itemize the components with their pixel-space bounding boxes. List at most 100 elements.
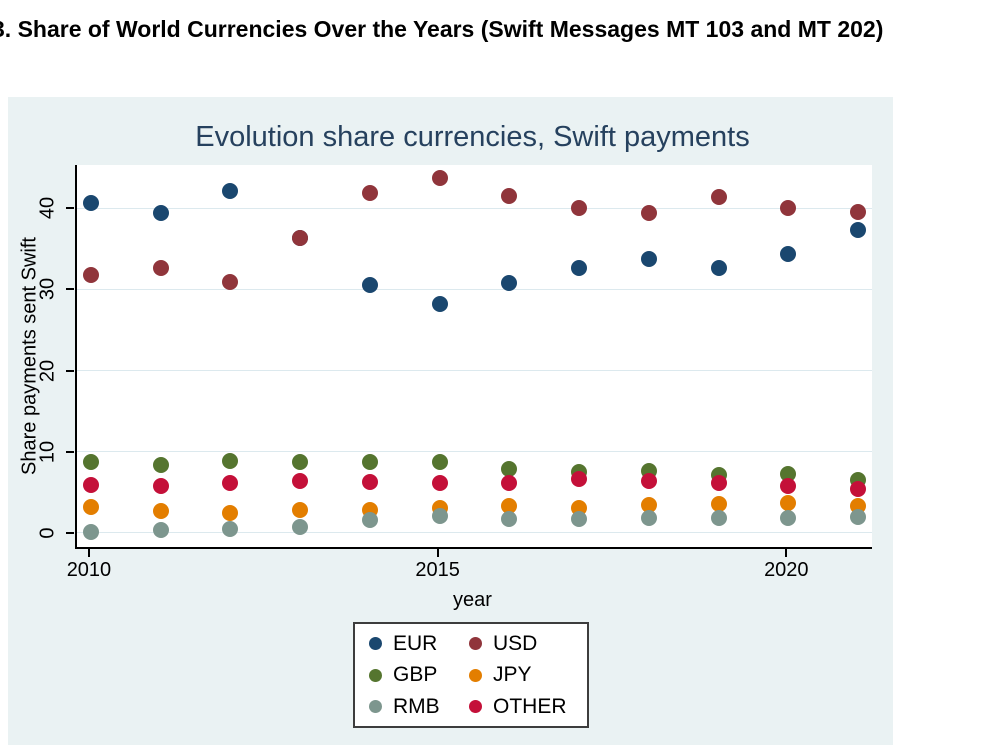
data-point-eur-2018 <box>640 251 657 268</box>
x-axis-title: year <box>453 589 492 611</box>
data-point-rmb-2014 <box>361 511 378 528</box>
chart-title: Evolution share currencies, Swift paymen… <box>195 121 750 153</box>
data-point-other-2017 <box>571 471 588 488</box>
gridline-y-0 <box>77 532 872 534</box>
y-axis-title: Share payments sent Swift <box>18 237 41 475</box>
data-point-other-2015 <box>431 475 448 492</box>
data-point-rmb-2018 <box>640 510 657 527</box>
data-point-rmb-2012 <box>222 520 239 537</box>
gridline-y-10 <box>77 451 872 453</box>
data-point-other-2014 <box>361 473 378 490</box>
y-tick-label-40: 40 <box>36 197 59 220</box>
y-tick-10 <box>66 450 74 453</box>
data-point-usd-2011 <box>152 259 169 276</box>
legend-label-eur: EUR <box>393 631 438 655</box>
data-point-usd-2014 <box>361 184 378 201</box>
data-point-usd-2010 <box>82 266 99 283</box>
legend-marker-usd-icon <box>469 637 482 650</box>
data-point-rmb-2013 <box>292 519 309 536</box>
data-point-eur-2011 <box>152 205 169 222</box>
data-point-jpy-2018 <box>640 497 657 514</box>
data-point-usd-2013 <box>292 229 309 246</box>
data-point-usd-2021 <box>850 204 867 221</box>
data-point-jpy-2016 <box>501 498 518 515</box>
legend-marker-jpy-icon <box>469 668 482 682</box>
legend-label-usd: USD <box>493 631 538 655</box>
data-point-other-2013 <box>292 472 309 489</box>
data-point-eur-2014 <box>361 276 378 293</box>
data-point-rmb-2011 <box>152 522 169 539</box>
data-point-usd-2016 <box>501 188 518 205</box>
legend-marker-rmb-icon <box>369 700 382 713</box>
data-point-gbp-2013 <box>292 454 309 471</box>
data-point-eur-2021 <box>850 222 867 239</box>
data-point-usd-2017 <box>571 199 588 216</box>
x-tick-2015 <box>436 549 439 557</box>
data-point-jpy-2013 <box>292 502 309 519</box>
data-point-gbp-2014 <box>361 454 378 471</box>
gridline-y-30 <box>77 288 872 290</box>
page-title: 3. Share of World Currencies Over the Ye… <box>0 16 884 42</box>
y-tick-0 <box>66 531 74 534</box>
x-tick-label-2010: 2010 <box>66 559 112 581</box>
data-point-other-2019 <box>710 475 727 492</box>
legend-item-usd: USD <box>469 632 573 656</box>
data-point-jpy-2020 <box>780 494 797 511</box>
data-point-usd-2019 <box>710 189 727 206</box>
data-point-rmb-2017 <box>571 511 588 528</box>
data-point-other-2012 <box>222 474 239 491</box>
data-point-gbp-2015 <box>431 454 448 471</box>
x-tick-label-2020: 2020 <box>764 559 809 581</box>
data-point-jpy-2019 <box>710 495 727 512</box>
data-point-jpy-2010 <box>82 498 99 515</box>
data-point-rmb-2019 <box>710 510 727 527</box>
y-tick-40 <box>66 207 74 210</box>
data-point-eur-2015 <box>431 296 448 313</box>
data-point-other-2018 <box>640 472 657 489</box>
data-point-eur-2019 <box>710 259 727 276</box>
data-point-usd-2012 <box>222 274 239 291</box>
data-point-usd-2018 <box>640 205 657 222</box>
x-tick-2010 <box>87 549 90 557</box>
data-point-rmb-2016 <box>501 511 518 528</box>
data-point-rmb-2015 <box>431 507 448 524</box>
chart-region: Evolution share currencies, Swift paymen… <box>8 97 893 745</box>
data-point-rmb-2020 <box>780 510 797 527</box>
data-point-usd-2015 <box>431 169 448 186</box>
legend-label-other: OTHER <box>493 694 567 718</box>
legend-item-eur: EUR <box>369 632 469 656</box>
legend-marker-other-icon <box>469 700 482 713</box>
plot-area <box>75 165 872 549</box>
x-tick-2020 <box>785 549 788 557</box>
legend: EUR USD GBP JPY RMB OTHER <box>353 622 589 728</box>
data-point-gbp-2012 <box>222 452 239 469</box>
legend-item-jpy: JPY <box>469 663 573 687</box>
legend-marker-gbp-icon <box>369 668 382 682</box>
data-point-eur-2017 <box>571 260 588 277</box>
data-point-other-2020 <box>780 477 797 494</box>
y-tick-label-0: 0 <box>36 527 59 539</box>
x-tick-label-2015: 2015 <box>415 559 460 581</box>
data-point-other-2016 <box>501 474 518 491</box>
data-point-rmb-2010 <box>82 523 99 540</box>
data-point-gbp-2010 <box>82 454 99 471</box>
data-point-usd-2020 <box>780 199 797 216</box>
legend-item-rmb: RMB <box>369 695 469 719</box>
legend-item-gbp: GBP <box>369 663 469 687</box>
data-point-other-2021 <box>850 481 867 497</box>
data-point-gbp-2016 <box>501 460 518 477</box>
data-point-eur-2012 <box>222 182 239 199</box>
gridline-y-40 <box>77 207 872 209</box>
data-point-eur-2016 <box>501 275 518 291</box>
legend-marker-eur-icon <box>369 637 382 650</box>
legend-label-rmb: RMB <box>393 694 440 718</box>
y-tick-20 <box>66 369 74 372</box>
data-point-rmb-2021 <box>850 508 867 525</box>
data-point-gbp-2011 <box>152 456 169 473</box>
data-point-jpy-2011 <box>152 502 169 519</box>
data-point-other-2010 <box>82 476 99 493</box>
y-tick-30 <box>66 288 74 291</box>
data-point-eur-2020 <box>780 245 797 262</box>
legend-label-jpy: JPY <box>493 663 532 686</box>
data-point-other-2011 <box>152 477 169 494</box>
